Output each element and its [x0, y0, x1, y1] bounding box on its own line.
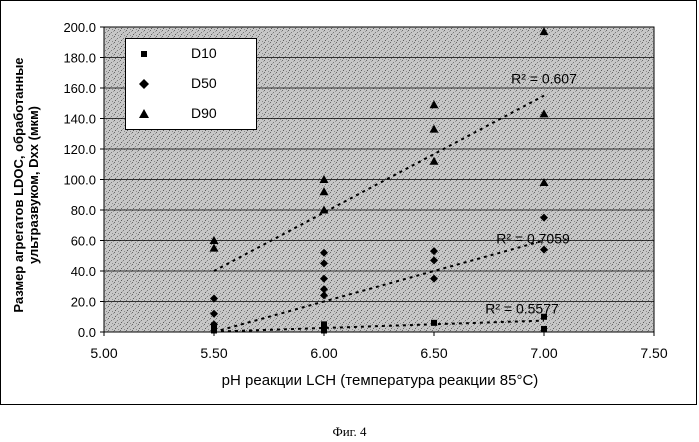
x-tick-label: 6.00	[310, 345, 337, 361]
legend-item-d90: D90	[126, 104, 256, 124]
diamond-marker-icon	[136, 76, 152, 92]
r2-label-d10: R² = 0.5577	[485, 301, 559, 317]
y-tick-label: 160.0	[63, 81, 96, 96]
x-tick-label: 5.00	[90, 345, 117, 361]
y-tick-label: 0.0	[78, 325, 96, 340]
y-tick-label: 60.0	[71, 234, 96, 249]
legend-item-d50: D50	[126, 74, 256, 94]
figure-caption: Фиг. 4	[0, 424, 699, 440]
d10-point	[541, 326, 547, 332]
y-tick-label: 200.0	[63, 20, 96, 35]
r2-label-d50: R² = 0.7059	[496, 231, 570, 247]
y-tick-label: 80.0	[71, 203, 96, 218]
legend-label-d10: D10	[191, 45, 217, 61]
d10-point	[321, 321, 327, 327]
chart-svg: 0.0 20.0 40.0 60.0 80.0 100.0 120.0 140.0 160.0 1…	[0, 0, 699, 405]
d10-point	[431, 320, 437, 326]
legend: D10 D50 D90	[125, 38, 257, 130]
y-tick-label: 140.0	[63, 112, 96, 127]
x-axis-label: pH реакции LCH (температура реакции 85°C…	[110, 372, 650, 389]
x-tick-label: 7.50	[640, 345, 667, 361]
square-marker-icon	[136, 46, 152, 62]
y-tick-label: 20.0	[71, 295, 96, 310]
y-tick-label: 100.0	[63, 173, 96, 188]
y-tick-label: 40.0	[71, 264, 96, 279]
y-axis-label: Размер агрегатов LDOC, обработанные ульт…	[11, 20, 41, 350]
y-tick-label: 120.0	[63, 142, 96, 157]
x-tick-label: 6.50	[420, 345, 447, 361]
triangle-marker-icon	[136, 106, 152, 122]
y-axis-label-wrap: Размер агрегатов LDOC, обработанные ульт…	[4, 20, 48, 350]
legend-label-d90: D90	[191, 105, 217, 121]
r2-label-d90: R² = 0.607	[511, 70, 577, 86]
legend-label-d50: D50	[191, 75, 217, 91]
legend-item-d10: D10	[126, 44, 256, 64]
y-tick-label: 180.0	[63, 51, 96, 66]
x-tick-label: 7.00	[530, 345, 557, 361]
x-tick-label: 5.50	[200, 345, 227, 361]
